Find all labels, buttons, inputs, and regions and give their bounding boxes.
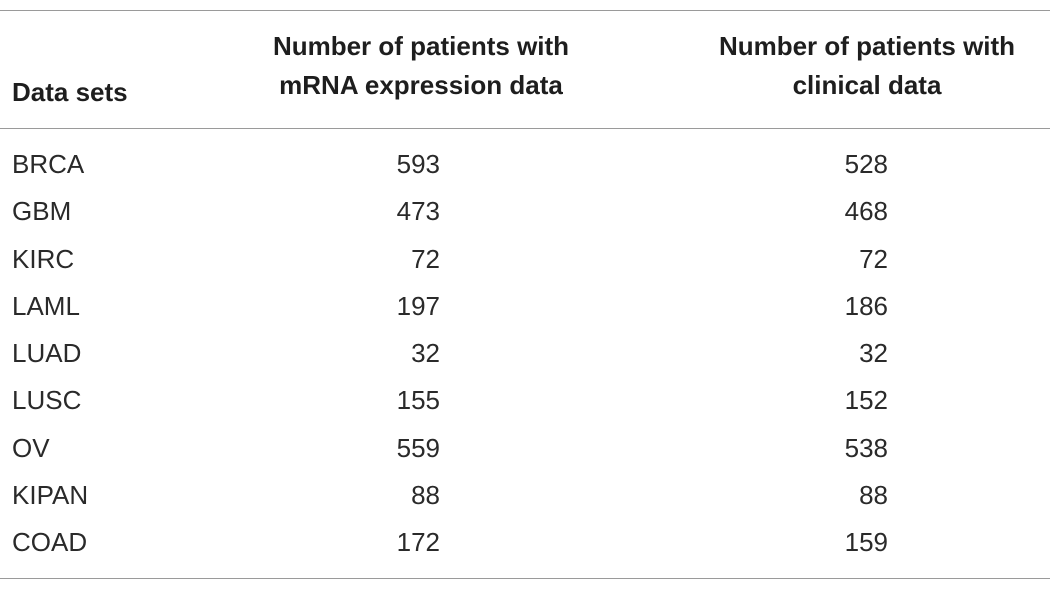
header-divider-rule xyxy=(0,128,1050,129)
table-top-rule xyxy=(0,10,1050,11)
table-row: LUSC 155 152 xyxy=(0,377,1050,424)
table-row: KIRC 72 72 xyxy=(0,236,1050,283)
dataset-name-cell: KIPAN xyxy=(12,480,89,511)
table-bottom-rule xyxy=(0,578,1050,579)
table-row: LUAD 32 32 xyxy=(0,330,1050,377)
dataset-name-cell: LAML xyxy=(12,290,80,321)
clinical-count-cell: 152 xyxy=(844,385,888,416)
clinical-count-cell: 32 xyxy=(859,338,888,369)
dataset-name-cell: LUAD xyxy=(12,338,82,369)
mrna-count-cell: 172 xyxy=(396,527,440,558)
table-row: OV 559 538 xyxy=(0,425,1050,472)
mrna-count-cell: 197 xyxy=(396,290,440,321)
table-row: KIPAN 88 88 xyxy=(0,472,1050,519)
clinical-count-cell: 159 xyxy=(844,527,888,558)
table-body: BRCA 593 528 GBM 473 468 KIRC 72 72 LAML… xyxy=(0,141,1050,567)
table-row: COAD 172 159 xyxy=(0,519,1050,566)
mrna-count-cell: 32 xyxy=(411,338,440,369)
header-mrna-line1: Number of patients with xyxy=(272,31,570,61)
header-mrna-line2: mRNA expression data xyxy=(279,70,563,100)
mrna-count-cell: 72 xyxy=(411,243,440,274)
header-mrna-expression: Number of patients with mRNA expression … xyxy=(246,27,596,105)
table-row: LAML 197 186 xyxy=(0,283,1050,330)
clinical-count-cell: 538 xyxy=(844,432,888,463)
clinical-count-cell: 468 xyxy=(844,196,888,227)
dataset-name-cell: OV xyxy=(12,432,50,463)
dataset-name-cell: COAD xyxy=(12,527,88,558)
clinical-count-cell: 528 xyxy=(844,149,888,179)
mrna-count-cell: 473 xyxy=(396,196,440,227)
table-row: GBM 473 468 xyxy=(0,188,1050,235)
dataset-name-cell: GBM xyxy=(12,196,72,227)
mrna-count-cell: 559 xyxy=(396,432,440,463)
mrna-count-cell: 88 xyxy=(411,480,440,511)
header-clinical-line1: Number of patients with xyxy=(718,31,1016,61)
clinical-count-cell: 88 xyxy=(859,480,888,511)
dataset-name-cell: LUSC xyxy=(12,385,82,416)
clinical-count-cell: 72 xyxy=(859,243,888,274)
header-clinical: Number of patients with clinical data xyxy=(692,27,1042,105)
dataset-name-cell: KIRC xyxy=(12,243,75,274)
table-row: BRCA 593 528 xyxy=(0,141,1050,188)
dataset-name-cell: BRCA xyxy=(12,149,85,179)
header-data-sets: Data sets xyxy=(12,77,128,107)
header-clinical-line2: clinical data xyxy=(792,70,942,100)
mrna-count-cell: 593 xyxy=(396,149,440,179)
clinical-count-cell: 186 xyxy=(844,290,888,321)
mrna-count-cell: 155 xyxy=(396,385,440,416)
